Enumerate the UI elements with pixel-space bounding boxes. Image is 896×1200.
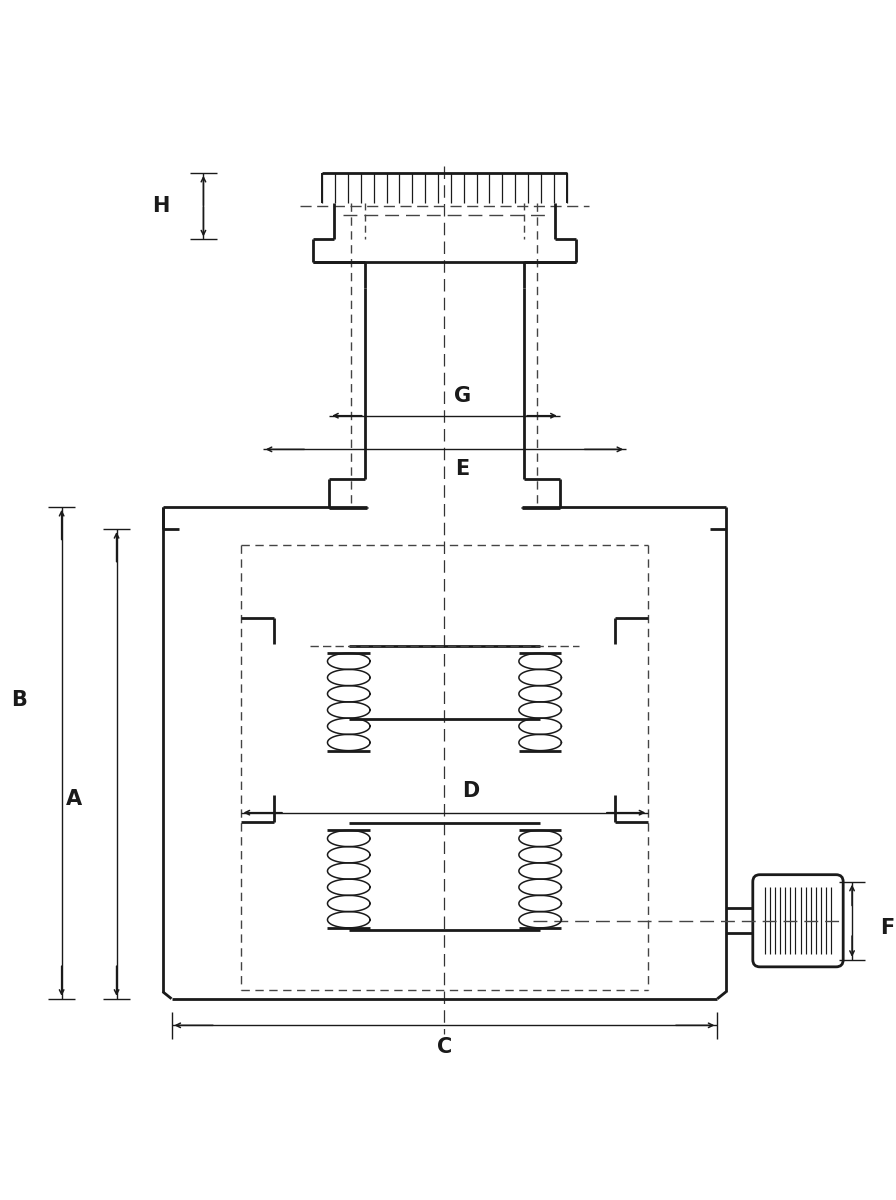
Text: E: E xyxy=(455,458,470,479)
Text: F: F xyxy=(881,918,894,938)
Text: D: D xyxy=(462,781,479,802)
Text: H: H xyxy=(152,196,169,216)
Text: C: C xyxy=(437,1037,452,1056)
Text: G: G xyxy=(453,386,470,406)
Text: A: A xyxy=(66,790,82,809)
Text: B: B xyxy=(11,690,27,709)
FancyBboxPatch shape xyxy=(753,875,843,967)
